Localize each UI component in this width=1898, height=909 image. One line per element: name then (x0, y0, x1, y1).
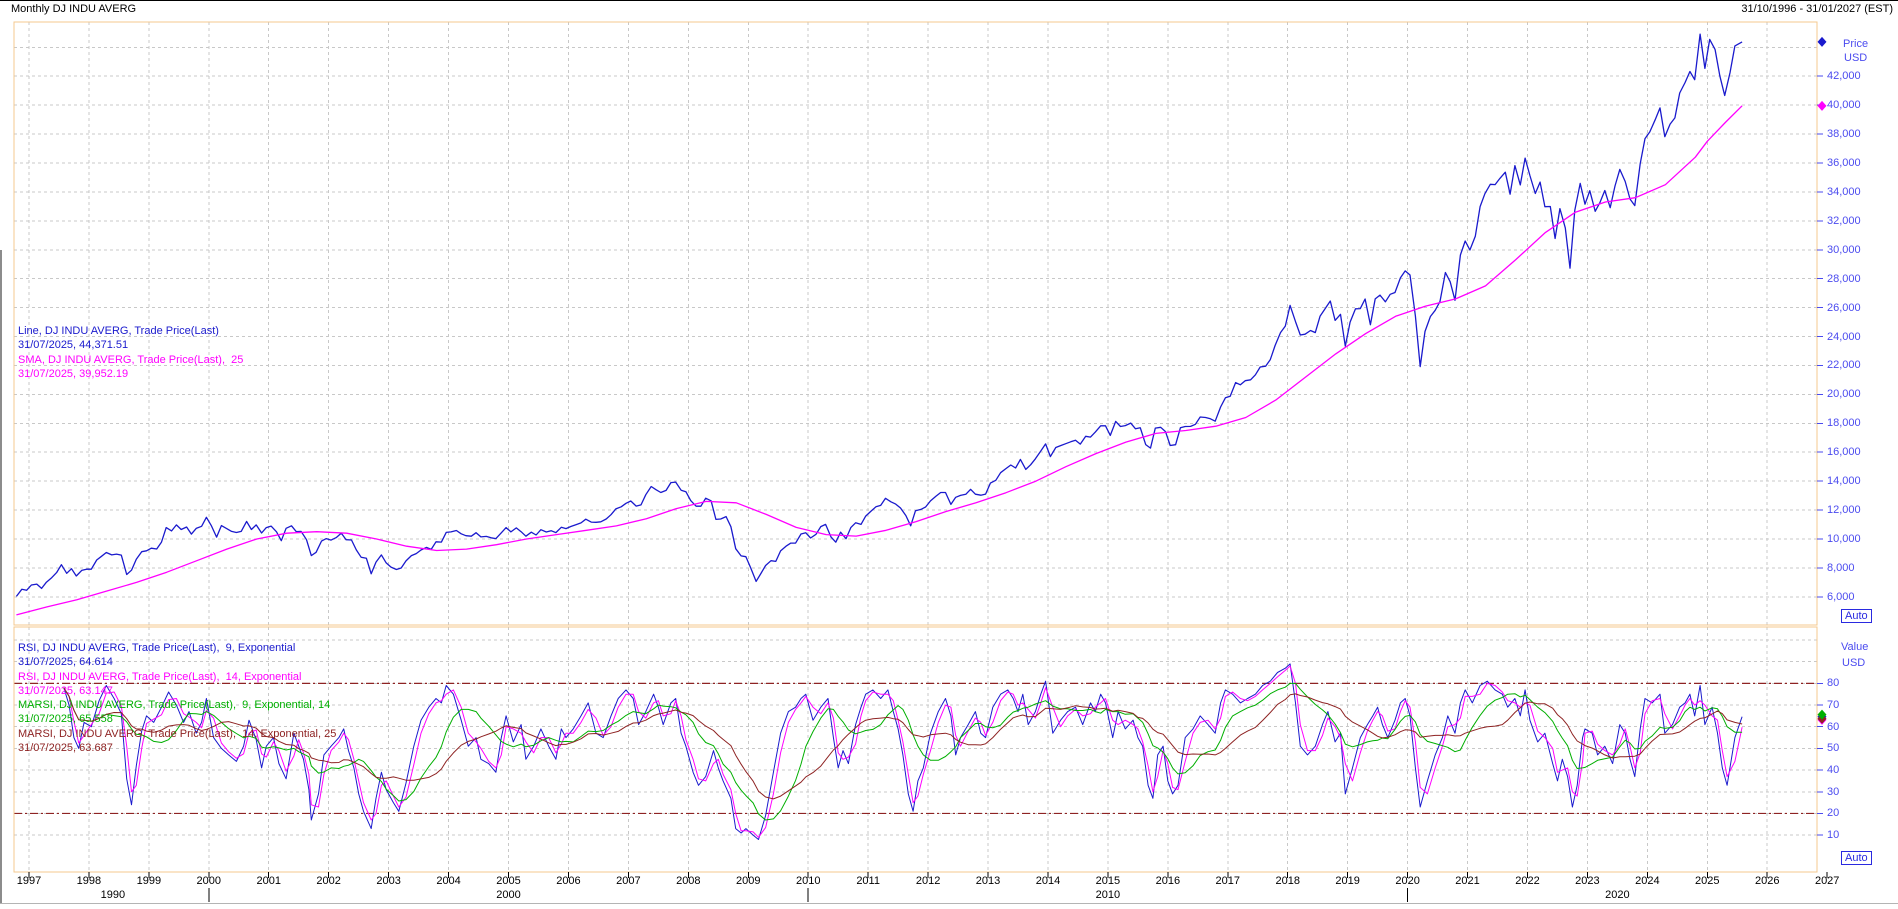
price-axis-tick-24,000: 24,000 (1827, 330, 1861, 343)
rsi-legend-line-2: 31/07/2025, 64.614 (18, 656, 113, 669)
bottom-separator (0, 903, 1898, 904)
rsi-marker-diamond-4 (1817, 709, 1827, 720)
rsi-legend: RSI, DJ INDU AVERG, Trade Price(Last), 9… (18, 641, 336, 755)
price-axis-tick-36,000: 36,000 (1827, 156, 1861, 169)
price-legend-line-3: SMA, DJ INDU AVERG, Trade Price(Last), 2… (18, 353, 244, 366)
price-axis-tick-30,000: 30,000 (1827, 243, 1861, 256)
price-legend-line-4: 31/07/2025, 39,952.19 (18, 367, 129, 380)
price-axis-tick-38,000: 38,000 (1827, 128, 1861, 141)
value-axis-tick-50: 50 (1827, 742, 1840, 755)
price-axis-tick-14,000: 14,000 (1827, 475, 1861, 488)
year-label-2006: 2006 (556, 875, 581, 887)
year-label-2007: 2007 (616, 875, 641, 887)
price-axis-tick-32,000: 32,000 (1827, 214, 1861, 227)
rsi-legend-line-5: MARSI, DJ INDU AVERG, Trade Price(Last),… (18, 699, 331, 712)
year-label-2015: 2015 (1095, 875, 1121, 887)
price-axis-unit: USD (1844, 52, 1868, 64)
value-axis-tick-40: 40 (1827, 764, 1840, 777)
price-axis-tick-16,000: 16,000 (1827, 446, 1861, 459)
price-marker-diamond-2 (1817, 100, 1827, 111)
rsi-legend-line-8: 31/07/2025, 63.687 (18, 742, 113, 755)
value-axis-auto-button[interactable]: Auto (1841, 851, 1872, 865)
year-label-2001: 2001 (256, 875, 281, 887)
price-axis-tick-12,000: 12,000 (1827, 504, 1861, 517)
year-label-2020: 2020 (1395, 875, 1420, 887)
year-label-2013: 2013 (975, 875, 1001, 887)
value-axis-tick-60: 60 (1827, 720, 1840, 733)
year-label-2010: 2010 (795, 875, 821, 887)
value-axis-unit: USD (1842, 657, 1866, 669)
year-label-2026: 2026 (1754, 875, 1780, 887)
year-label-2008: 2008 (676, 875, 701, 887)
rsi-legend-line-6: 31/07/2025, 65.558 (18, 713, 113, 726)
price-axis-tick-22,000: 22,000 (1827, 359, 1861, 372)
price-axis-tick-42,000: 42,000 (1827, 70, 1861, 83)
year-label-1998: 1998 (76, 875, 102, 887)
price-axis-tick-8,000: 8,000 (1827, 561, 1855, 574)
year-label-2022: 2022 (1515, 875, 1540, 887)
year-label-2011: 2011 (856, 875, 880, 887)
year-label-2014: 2014 (1035, 875, 1061, 887)
year-label-1997: 1997 (16, 875, 42, 887)
year-label-2025: 2025 (1695, 875, 1720, 887)
year-label-2018: 2018 (1275, 875, 1300, 887)
year-label-2005: 2005 (496, 875, 521, 887)
decade-label-2020: 2020 (1605, 889, 1630, 901)
value-axis-tick-20: 20 (1827, 807, 1840, 820)
rsi-legend-line-4: 31/07/2025, 63.147 (18, 684, 113, 697)
price-axis-tick-6,000: 6,000 (1827, 590, 1855, 603)
price-axis-tick-10,000: 10,000 (1827, 532, 1861, 545)
price-axis-auto-button[interactable]: Auto (1841, 609, 1872, 623)
rsi-legend-line-3: RSI, DJ INDU AVERG, Trade Price(Last), 1… (18, 670, 302, 683)
year-label-2002: 2002 (316, 875, 341, 887)
year-label-2009: 2009 (736, 875, 761, 887)
window-top-border (0, 0, 1898, 1)
year-label-2004: 2004 (436, 875, 461, 887)
year-label-2024: 2024 (1635, 875, 1660, 887)
price-axis-tick-40,000: 40,000 (1827, 99, 1861, 112)
rsi-legend-line-1: RSI, DJ INDU AVERG, Trade Price(Last), 9… (18, 642, 296, 654)
price-axis-tick-28,000: 28,000 (1827, 272, 1861, 285)
value-axis-tick-10: 10 (1827, 829, 1840, 842)
year-label-2000: 2000 (196, 875, 222, 887)
value-axis-tick-80: 80 (1827, 677, 1840, 690)
price-marker-diamond-1 (1817, 36, 1827, 47)
year-label-2016: 2016 (1155, 875, 1181, 887)
price-axis-title: Price (1843, 38, 1869, 50)
year-label-2012: 2012 (915, 875, 941, 887)
value-axis-tick-70: 70 (1827, 699, 1840, 712)
price-axis-tick-26,000: 26,000 (1827, 301, 1861, 314)
year-label-2027: 2027 (1814, 875, 1840, 887)
chart-date-range: 31/10/1996 - 31/01/2027 (EST) (1741, 3, 1893, 15)
year-label-2019: 2019 (1335, 875, 1360, 887)
price-legend: Line, DJ INDU AVERG, Trade Price(Last) 31… (18, 324, 243, 381)
year-label-2017: 2017 (1215, 875, 1241, 887)
price-axis-tick-34,000: 34,000 (1827, 185, 1861, 198)
price-axis-tick-20,000: 20,000 (1827, 388, 1861, 401)
window-left-edge (0, 250, 2, 903)
price-legend-line-2: 31/07/2025, 44,371.51 (18, 339, 129, 352)
decade-label-1990: 1990 (100, 889, 126, 901)
price-legend-line-1: Line, DJ INDU AVERG, Trade Price(Last) (18, 325, 219, 337)
price-axis-tick-18,000: 18,000 (1827, 417, 1861, 430)
value-axis-tick-30: 30 (1827, 785, 1840, 798)
rsi-legend-line-7: MARSI, DJ INDU AVERG, Trade Price(Last),… (18, 727, 337, 740)
year-label-2003: 2003 (376, 875, 401, 887)
year-label-1999: 1999 (136, 875, 162, 887)
chart-title: Monthly DJ INDU AVERG (11, 3, 137, 15)
decade-label-2000: 2000 (496, 889, 521, 901)
value-axis-title: Value (1841, 641, 1869, 653)
year-label-2021: 2021 (1455, 875, 1480, 887)
decade-label-2010: 2010 (1095, 889, 1121, 901)
year-label-2023: 2023 (1575, 875, 1600, 887)
